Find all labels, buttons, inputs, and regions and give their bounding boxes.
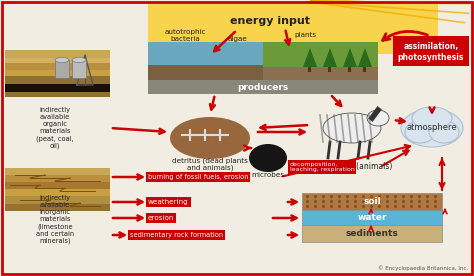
Ellipse shape <box>170 117 250 159</box>
Bar <box>72 60 86 78</box>
Bar <box>5 70 110 76</box>
Text: erosion: erosion <box>148 215 174 221</box>
Bar <box>5 196 110 204</box>
Bar <box>302 193 442 210</box>
Ellipse shape <box>367 110 389 126</box>
Text: microbes: microbes <box>251 172 284 178</box>
Bar <box>5 63 110 70</box>
Text: burning of fossil fuels, erosion: burning of fossil fuels, erosion <box>148 174 248 180</box>
Ellipse shape <box>323 113 381 143</box>
Text: assimilation,
photosynthesis: assimilation, photosynthesis <box>398 42 464 62</box>
Ellipse shape <box>55 57 69 62</box>
Bar <box>5 189 110 196</box>
Text: soil: soil <box>363 197 381 206</box>
Text: plants: plants <box>294 32 316 38</box>
Bar <box>5 92 110 97</box>
Bar <box>148 65 263 80</box>
Bar <box>5 84 110 92</box>
Ellipse shape <box>429 121 459 143</box>
Bar <box>5 204 110 211</box>
Text: detritus (dead plants
and animals): detritus (dead plants and animals) <box>172 157 248 171</box>
Text: water: water <box>357 213 387 222</box>
Ellipse shape <box>412 107 452 129</box>
Polygon shape <box>343 48 357 67</box>
Text: consumers (animals): consumers (animals) <box>312 162 392 171</box>
Bar <box>5 76 110 84</box>
Ellipse shape <box>405 121 435 143</box>
Bar <box>328 67 331 72</box>
Bar <box>5 182 110 189</box>
Text: autotrophic
bacteria: autotrophic bacteria <box>164 29 206 42</box>
Polygon shape <box>303 48 317 67</box>
Bar <box>309 67 311 72</box>
Polygon shape <box>358 48 372 67</box>
Bar <box>263 67 378 80</box>
Text: energy input: energy input <box>230 16 310 26</box>
Bar <box>5 58 110 63</box>
Text: indirectly
available
organic
materials
(peat, coal,
oil): indirectly available organic materials (… <box>36 107 74 149</box>
Bar <box>302 225 442 242</box>
Text: sediments: sediments <box>346 229 398 238</box>
Ellipse shape <box>249 144 287 172</box>
Bar <box>5 50 110 58</box>
Bar <box>148 80 378 94</box>
Bar <box>148 42 263 80</box>
Bar <box>55 60 69 78</box>
Text: atmosphere: atmosphere <box>407 123 457 132</box>
Bar <box>348 67 352 72</box>
Bar <box>393 36 469 66</box>
Ellipse shape <box>401 109 463 147</box>
Text: © Encyclopaedia Britannica, Inc.: © Encyclopaedia Britannica, Inc. <box>378 265 468 271</box>
Bar <box>302 210 442 225</box>
Text: decomposition,
leaching, respiration: decomposition, leaching, respiration <box>290 162 355 172</box>
Text: indirectly
available
inorganic
materials
(limestone
and certain
minerals): indirectly available inorganic materials… <box>36 195 74 244</box>
Bar <box>148 2 438 54</box>
Text: sedimentary rock formation: sedimentary rock formation <box>130 232 223 238</box>
Bar <box>263 42 378 67</box>
Polygon shape <box>323 48 337 67</box>
Bar <box>5 175 110 182</box>
Text: algae: algae <box>228 36 248 42</box>
Bar <box>364 67 366 72</box>
Bar <box>5 168 110 175</box>
Text: producers: producers <box>237 84 289 92</box>
Ellipse shape <box>72 57 86 62</box>
Text: weathering: weathering <box>148 199 189 205</box>
